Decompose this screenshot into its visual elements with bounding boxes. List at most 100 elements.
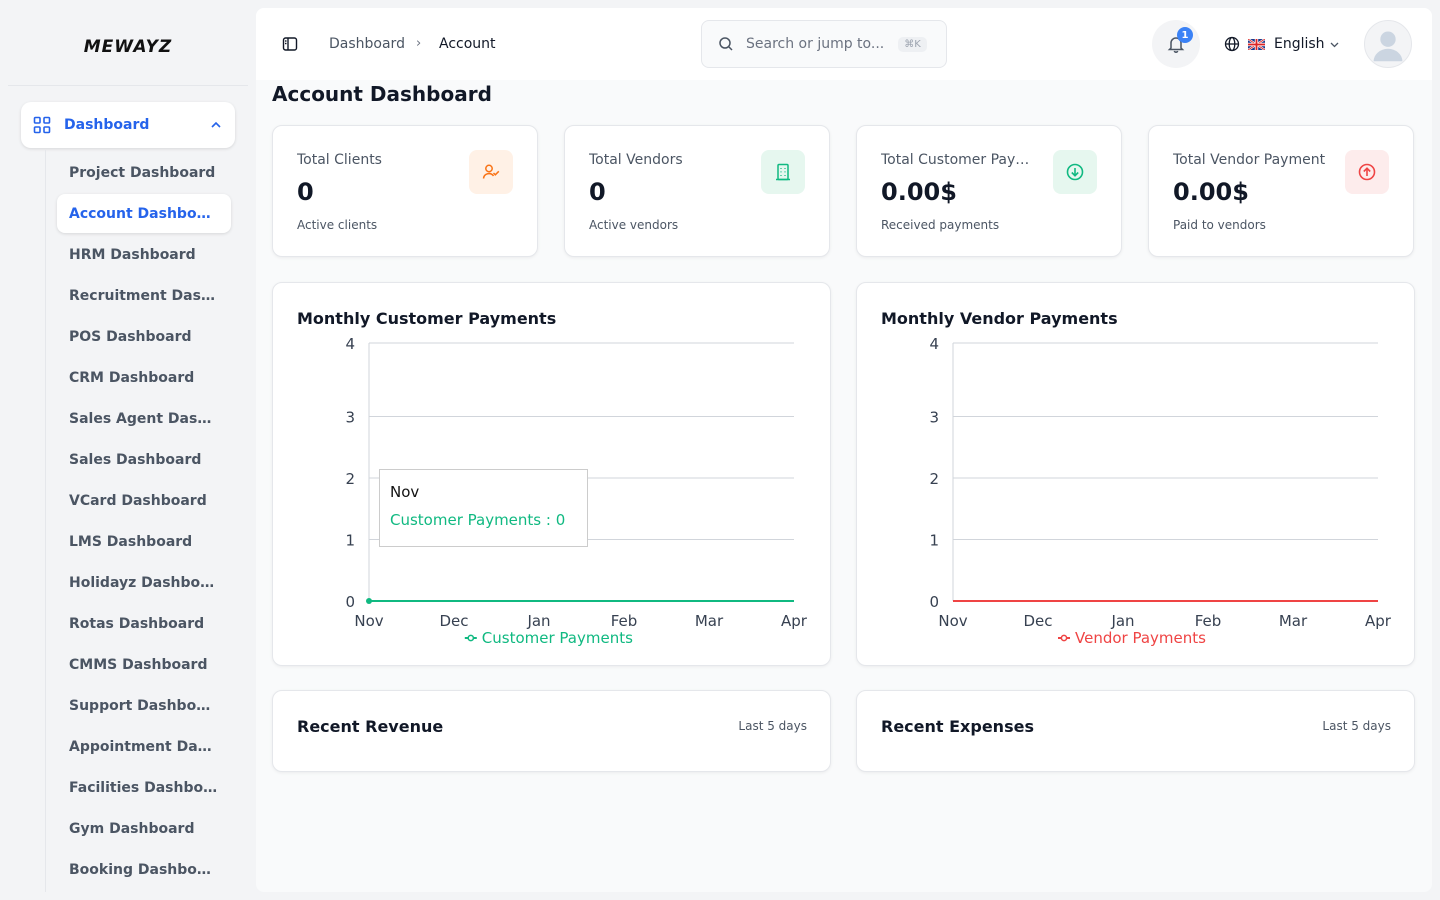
y-tick-label: 4 <box>929 335 939 353</box>
stat-value: 0.00$ <box>881 178 957 206</box>
stat-value: 0 <box>297 178 314 206</box>
logo-text: MEWAYZ <box>83 36 173 57</box>
x-tick-label: Feb <box>611 612 638 630</box>
sidebar-subitem[interactable]: Project Dashboard <box>57 152 231 193</box>
breadcrumb-dashboard[interactable]: Dashboard <box>329 36 405 52</box>
sidebar-subitem-label: Sales Agent Dash… <box>69 410 219 427</box>
sidebar-subitem[interactable]: VCard Dashboard <box>57 480 231 521</box>
globe-icon <box>1224 36 1240 52</box>
main-content: Dashboard › Account Search or jump to...… <box>256 8 1432 892</box>
sidebar-subitem-label: Recruitment Das… <box>69 287 215 304</box>
tooltip-month: Nov <box>390 483 420 501</box>
legend-label: Vendor Payments <box>1075 629 1206 647</box>
recent-revenue-card: Recent Revenue Last 5 days <box>272 690 831 772</box>
breadcrumb-account: Account <box>439 36 496 52</box>
search-icon <box>719 37 733 51</box>
legend-label: Customer Payments <box>482 629 633 647</box>
user-check-icon <box>469 150 513 194</box>
sidebar-subitem-label: LMS Dashboard <box>69 533 193 550</box>
sidebar-subitem-label: VCard Dashboard <box>69 492 207 509</box>
sidebar-subitem[interactable]: Facilities Dashbo… <box>57 767 231 808</box>
sidebar-subitem[interactable]: LMS Dashboard <box>57 521 231 562</box>
search-input[interactable]: Search or jump to... ⌘K <box>701 20 947 68</box>
sidebar-subitem-label: CRM Dashboard <box>69 369 195 386</box>
sidebar-subitem[interactable]: HRM Dashboard <box>57 234 231 275</box>
logo[interactable]: MEWAYZ <box>8 8 248 86</box>
x-tick-label: Apr <box>781 612 808 630</box>
notification-badge: 1 <box>1177 27 1193 43</box>
y-tick-label: 1 <box>345 532 355 550</box>
x-tick-label: Dec <box>1023 612 1052 630</box>
sidebar-subitem-label: Holidayz Dashbo… <box>69 574 215 591</box>
search-placeholder: Search or jump to... <box>746 36 885 52</box>
legend-marker-dot <box>467 634 475 642</box>
sidebar-subitem[interactable]: Holidayz Dashbo… <box>57 562 231 603</box>
legend-marker-dot <box>1060 634 1068 642</box>
sidebar-subitem[interactable]: Rotas Dashboard <box>57 603 231 644</box>
sidebar-subitem[interactable]: Gym Dashboard <box>57 808 231 849</box>
sidebar-subitem[interactable]: Booking Dashboard <box>57 849 231 890</box>
x-tick-label: Dec <box>439 612 468 630</box>
sidebar-subitem[interactable]: Support Dashboard <box>57 685 231 726</box>
sidebar-subitem-label: HRM Dashboard <box>69 246 196 263</box>
x-tick-label: Apr <box>1365 612 1392 630</box>
recent-expenses-title: Recent Expenses <box>881 717 1034 736</box>
data-point <box>366 598 372 604</box>
language-selector[interactable]: English <box>1224 32 1340 56</box>
page-title: Account Dashboard <box>272 82 492 106</box>
sidebar: MEWAYZ Dashboard Project Dashboard Accoun… <box>0 0 256 900</box>
sidebar-subitem[interactable]: Appointment Das… <box>57 726 231 767</box>
sidebar-subitem-label: Support Dashboard <box>69 697 219 714</box>
stat-value: 0 <box>589 178 606 206</box>
sidebar-item-dashboard[interactable]: Dashboard <box>21 102 235 148</box>
sidebar-subitem-label: Project Dashboard <box>69 164 216 181</box>
stat-label: Total Vendors <box>589 152 683 168</box>
recent-revenue-range: Last 5 days <box>738 719 807 733</box>
sidebar-subitem-label: Booking Dashboard <box>69 861 219 878</box>
x-tick-label: Mar <box>1279 612 1308 630</box>
y-tick-label: 4 <box>345 335 355 353</box>
sidebar-subitem-label: Account Dashboard <box>69 205 219 222</box>
chart-tooltip: Nov Customer Payments : 0 <box>379 469 588 547</box>
sidebar-subitem-label: CMMS Dashboard <box>69 656 208 673</box>
user-avatar-icon <box>1373 31 1403 62</box>
vendor-payments-chart: 0 1 2 3 4 Nov Dec Jan Feb Mar Apr Vendor Payments <box>929 335 1392 647</box>
x-tick-label: Mar <box>695 612 724 630</box>
chart-title: Monthly Customer Payments <box>297 309 557 328</box>
y-tick-label: 0 <box>929 593 939 611</box>
stat-subtext: Received payments <box>881 218 1000 232</box>
chart-title: Monthly Vendor Payments <box>881 309 1118 328</box>
sidebar-subitem-label: POS Dashboard <box>69 328 192 345</box>
x-tick-label: Nov <box>354 612 383 630</box>
sidebar-subitem[interactable]: Sales Dashboard <box>57 439 231 480</box>
sidebar-subitem[interactable]: POS Dashboard <box>57 316 231 357</box>
language-label: English <box>1274 36 1325 52</box>
search-shortcut: ⌘K <box>898 36 927 52</box>
stat-label: Total Vendor Payment <box>1173 152 1326 168</box>
sidebar-subitem[interactable]: Sales Agent Dash… <box>57 398 231 439</box>
notifications-button[interactable] <box>1152 20 1200 68</box>
sidebar-subitem[interactable]: CMMS Dashboard <box>57 644 231 685</box>
sidebar-subitem-label: Sales Dashboard <box>69 451 202 468</box>
y-tick-label: 2 <box>345 470 355 488</box>
sidebar-subitem-label: Gym Dashboard <box>69 820 195 837</box>
vendor-payments-chart-card: Monthly Vendor Payments 0 1 2 3 4 Nov Dec Jan Fe… <box>856 282 1415 666</box>
sidebar-subitem-label: Rotas Dashboard <box>69 615 205 632</box>
y-tick-label: 2 <box>929 470 939 488</box>
y-tick-label: 0 <box>345 593 355 611</box>
sidebar-subitem[interactable]: Recruitment Das… <box>57 275 231 316</box>
arrow-down-circle-icon <box>1053 150 1097 194</box>
y-tick-label: 1 <box>929 532 939 550</box>
avatar[interactable] <box>1364 20 1412 68</box>
stat-card-vendors: Total Vendors 0 Active vendors <box>564 125 830 257</box>
topbar: Dashboard › Account Search or jump to...… <box>256 8 1432 80</box>
building-icon <box>761 150 805 194</box>
dashboard-submenu: Project Dashboard Account Dashboard HRM Da… <box>57 152 231 890</box>
tooltip-value: Customer Payments : 0 <box>390 511 566 529</box>
sidebar-subitem[interactable]: CRM Dashboard <box>57 357 231 398</box>
x-tick-label: Jan <box>1110 612 1134 630</box>
y-tick-label: 3 <box>929 409 939 427</box>
sidebar-toggle-icon[interactable] <box>282 36 298 52</box>
recent-expenses-card: Recent Expenses Last 5 days <box>856 690 1415 772</box>
sidebar-subitem[interactable]: Account Dashboard <box>57 194 231 233</box>
